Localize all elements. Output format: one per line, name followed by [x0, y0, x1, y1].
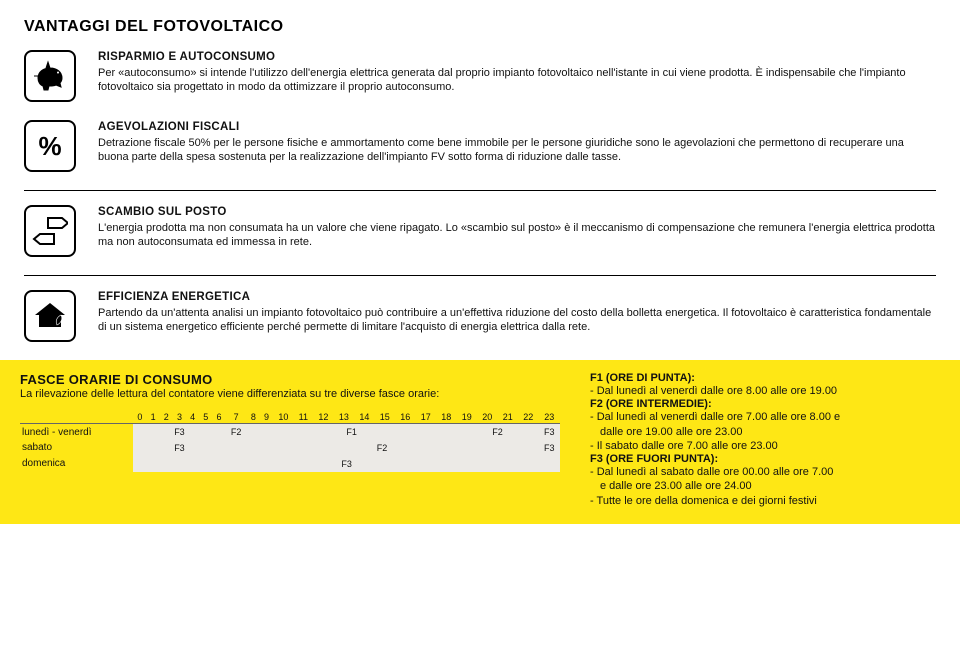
- fasce-cell: F3: [538, 424, 560, 440]
- hour-header: 3: [173, 411, 186, 424]
- hour-header: 15: [375, 411, 395, 424]
- section-scambio: SCAMBIO SUL POSTO L'energia prodotta ma …: [24, 205, 936, 257]
- fasce-row-label: lunedì - venerdì: [20, 424, 133, 440]
- hour-header: 7: [226, 411, 247, 424]
- fasce-legend: F1 (ORE DI PUNTA):- Dal lunedì al venerd…: [590, 372, 940, 508]
- fasce-row-label: domenica: [20, 456, 133, 472]
- fasce-table: 01234567891011121314151617181920212223 l…: [20, 411, 560, 472]
- hour-header: 0: [133, 411, 146, 424]
- hour-header: 20: [477, 411, 497, 424]
- section-agevolazioni: % AGEVOLAZIONI FISCALI Detrazione fiscal…: [24, 120, 936, 172]
- legend-line: - Tutte le ore della domenica e dei gior…: [590, 494, 940, 508]
- legend-line: dalle ore 19.00 alle ore 23.00: [590, 425, 940, 439]
- hour-header: 1: [147, 411, 160, 424]
- divider: [24, 190, 936, 191]
- legend-title: F3 (ORE FUORI PUNTA):: [590, 453, 940, 465]
- fasce-cell: F1: [247, 424, 457, 440]
- fasce-cell: F3: [133, 456, 560, 472]
- hour-header: 17: [416, 411, 436, 424]
- hour-header: 9: [260, 411, 273, 424]
- page-title: VANTAGGI DEL FOTOVOLTAICO: [24, 18, 936, 36]
- hour-header: 21: [497, 411, 517, 424]
- section-efficienza: EFFICIENZA ENERGETICA Partendo da un'att…: [24, 290, 936, 342]
- hour-header: 10: [273, 411, 293, 424]
- hour-header: 14: [354, 411, 374, 424]
- legend-line: - Dal lunedì al sabato dalle ore 00.00 a…: [590, 465, 940, 479]
- section-body: Detrazione fiscale 50% per le persone fi…: [98, 136, 936, 166]
- section-body: Per «autoconsumo» si intende l'utilizzo …: [98, 66, 936, 96]
- fasce-title: FASCE ORARIE DI CONSUMO: [20, 372, 560, 387]
- hour-header: 4: [186, 411, 199, 424]
- section-title: EFFICIENZA ENERGETICA: [98, 290, 936, 306]
- section-body: L'energia prodotta ma non consumata ha u…: [98, 221, 936, 251]
- fasce-cell: F3: [133, 424, 225, 440]
- legend-title: F1 (ORE DI PUNTA):: [590, 372, 940, 384]
- hour-header: 13: [334, 411, 354, 424]
- hour-header: 5: [199, 411, 212, 424]
- arrows-icon: [24, 205, 76, 257]
- section-body: Partendo da un'attenta analisi un impian…: [98, 306, 936, 336]
- legend-line: e dalle ore 23.00 alle ore 24.00: [590, 479, 940, 493]
- divider: [24, 275, 936, 276]
- hour-header: 11: [294, 411, 314, 424]
- legend-line: - Dal lunedì al venerdì dalle ore 8.00 a…: [590, 384, 940, 398]
- hour-header: 18: [436, 411, 456, 424]
- fasce-intro: La rilevazione delle lettura del contato…: [20, 387, 560, 401]
- section-title: RISPARMIO E AUTOCONSUMO: [98, 50, 936, 66]
- fasce-cell: F3: [538, 440, 560, 456]
- hour-header: 16: [395, 411, 415, 424]
- hour-header: 12: [313, 411, 333, 424]
- hour-header: 23: [538, 411, 560, 424]
- hour-header: 2: [160, 411, 173, 424]
- fasce-band: FASCE ORARIE DI CONSUMO La rilevazione d…: [0, 360, 960, 524]
- svg-text:%: %: [38, 131, 61, 161]
- fasce-row-label: sabato: [20, 440, 133, 456]
- fasce-cell: F3: [133, 440, 225, 456]
- house-leaf-icon: [24, 290, 76, 342]
- legend-title: F2 (ORE INTERMEDIE):: [590, 398, 940, 410]
- section-title: SCAMBIO SUL POSTO: [98, 205, 936, 221]
- fasce-cell: F2: [226, 424, 247, 440]
- hour-header: 6: [212, 411, 225, 424]
- section-risparmio: RISPARMIO E AUTOCONSUMO Per «autoconsumo…: [24, 50, 936, 102]
- legend-line: - Dal lunedì al venerdì dalle ore 7.00 a…: [590, 410, 940, 424]
- fasce-cell: F2: [457, 424, 539, 440]
- piggy-bank-icon: [24, 50, 76, 102]
- percent-icon: %: [24, 120, 76, 172]
- section-title: AGEVOLAZIONI FISCALI: [98, 120, 936, 136]
- legend-line: - Il sabato dalle ore 7.00 alle ore 23.0…: [590, 439, 940, 453]
- hour-header: 8: [247, 411, 260, 424]
- fasce-cell: F2: [226, 440, 539, 456]
- hour-header: 22: [518, 411, 538, 424]
- hour-header: 19: [457, 411, 477, 424]
